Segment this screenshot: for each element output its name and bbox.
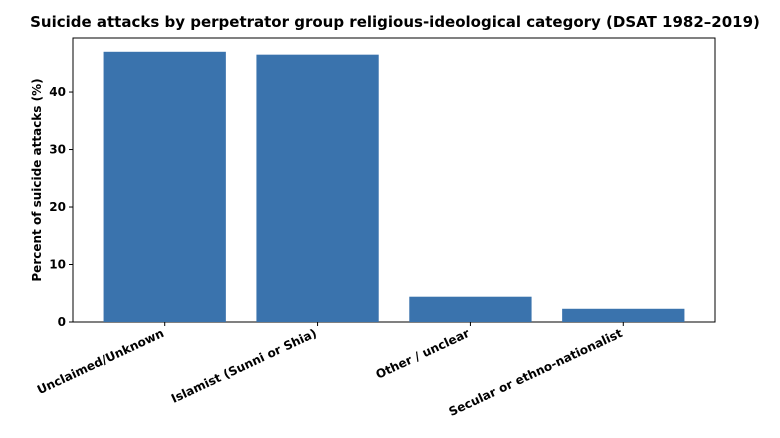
x-tick-label: Unclaimed/Unknown (35, 326, 166, 397)
plot-frame (72, 37, 716, 323)
bar (103, 51, 226, 322)
x-tick-label: Islamist (Sunni or Shia) (169, 326, 319, 406)
y-tick-label: 20 (49, 200, 66, 214)
y-tick-label: 0 (58, 315, 66, 329)
x-tick-label: Other / unclear (374, 326, 472, 382)
y-tick-label: 10 (49, 258, 66, 272)
bar (409, 296, 532, 322)
bar (256, 54, 379, 323)
y-axis-label: Percent of suicide attacks (%) (30, 78, 44, 281)
y-tick-label: 40 (49, 85, 66, 99)
bar (562, 308, 685, 322)
x-tick-label: Secular or ethno-nationalist (447, 326, 625, 419)
chart-title: Suicide attacks by perpetrator group rel… (30, 13, 760, 31)
y-tick-label: 30 (49, 143, 66, 157)
